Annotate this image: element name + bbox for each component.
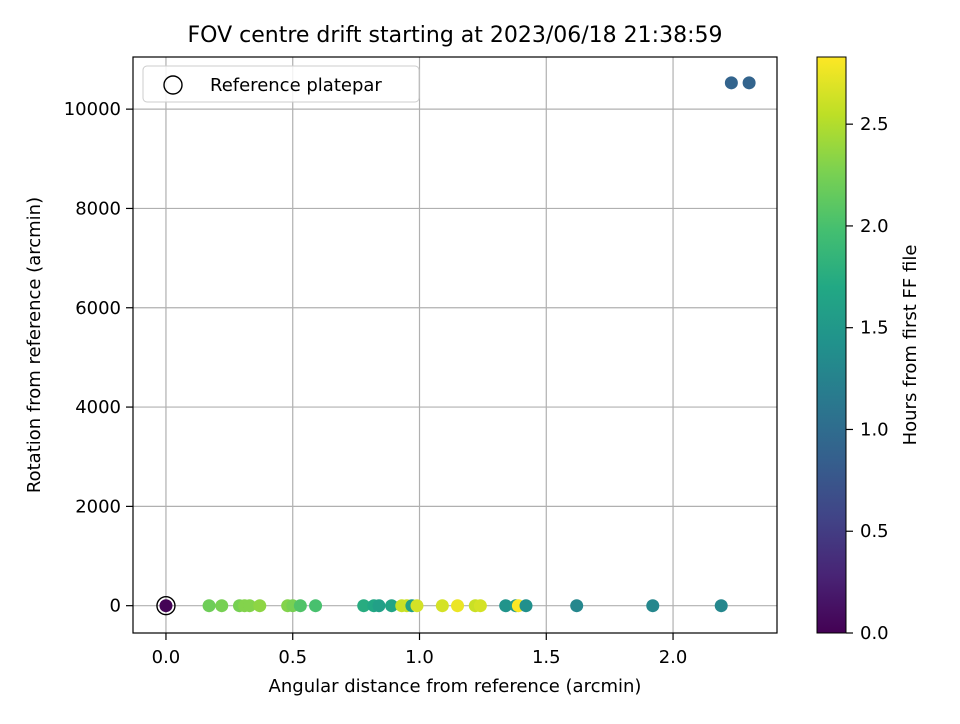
legend-entry-reference: Reference platepar (210, 75, 382, 96)
y-axis-label: Rotation from reference (arcmin) (24, 197, 45, 493)
y-tick-label: 10000 (64, 99, 121, 120)
colorbar-tick-label: 1.0 (860, 419, 889, 440)
colorbar-tick-label: 2.0 (860, 216, 889, 237)
reference-platepar-marker (156, 595, 176, 616)
legend: Reference platepar (142, 65, 420, 103)
x-axis-ticks: 0.0 0.5 1.0 1.5 2.0 (152, 633, 688, 668)
y-axis-ticks: 0 2000 4000 6000 8000 10000 (64, 99, 133, 617)
x-tick-label: 1.0 (405, 647, 434, 668)
plot-frame (132, 56, 778, 634)
scatter-point (435, 599, 449, 613)
scatter-point (309, 599, 323, 613)
scatter-point (202, 599, 216, 613)
y-tick-label: 0 (110, 596, 121, 617)
scatter-point (742, 76, 756, 90)
colorbar-tick-label: 0.5 (860, 521, 889, 542)
grid-lines (133, 57, 777, 633)
colorbar-tick-label: 0.0 (860, 623, 889, 644)
scatter-point (724, 76, 738, 90)
legend-box (142, 65, 420, 103)
scatter-point (499, 599, 513, 613)
y-tick-label: 8000 (75, 198, 121, 219)
colorbar-tick-label: 1.5 (860, 318, 889, 339)
x-tick-label: 0.5 (278, 647, 307, 668)
x-tick-label: 1.5 (532, 647, 561, 668)
scatter-point (243, 599, 257, 613)
colorbar-gradient (816, 56, 847, 634)
scatter-point (646, 599, 660, 613)
scatter-point (385, 599, 399, 613)
scatter-point (519, 599, 533, 613)
scatter-point (159, 599, 173, 613)
legend-reference-marker (163, 75, 183, 95)
scatter-point (570, 599, 584, 613)
scatter-point (293, 599, 307, 613)
y-tick-label: 2000 (75, 496, 121, 517)
scatter-point (215, 599, 229, 613)
scatter-point (357, 599, 371, 613)
colorbar-label: Hours from first FF file (900, 245, 921, 446)
colorbar-ticks: 0.0 0.5 1.0 1.5 2.0 2.5 (846, 114, 889, 644)
colorbar-tick-label: 2.5 (860, 114, 889, 135)
y-tick-label: 4000 (75, 397, 121, 418)
y-tick-label: 6000 (75, 298, 121, 319)
x-tick-label: 2.0 (659, 647, 688, 668)
scatter-point (714, 599, 728, 613)
x-axis-label: Angular distance from reference (arcmin) (269, 676, 642, 697)
data-points (156, 76, 756, 616)
scatter-point (253, 599, 267, 613)
scatter-point (410, 599, 424, 613)
scatter-point (372, 599, 386, 613)
colorbar: 0.0 0.5 1.0 1.5 2.0 2.5 Hours from first FF f… (816, 56, 921, 644)
scatter-point (451, 599, 465, 613)
x-tick-label: 0.0 (152, 647, 181, 668)
scatter-point (473, 599, 487, 613)
chart-title: FOV centre drift starting at 2023/06/18 … (188, 23, 723, 48)
